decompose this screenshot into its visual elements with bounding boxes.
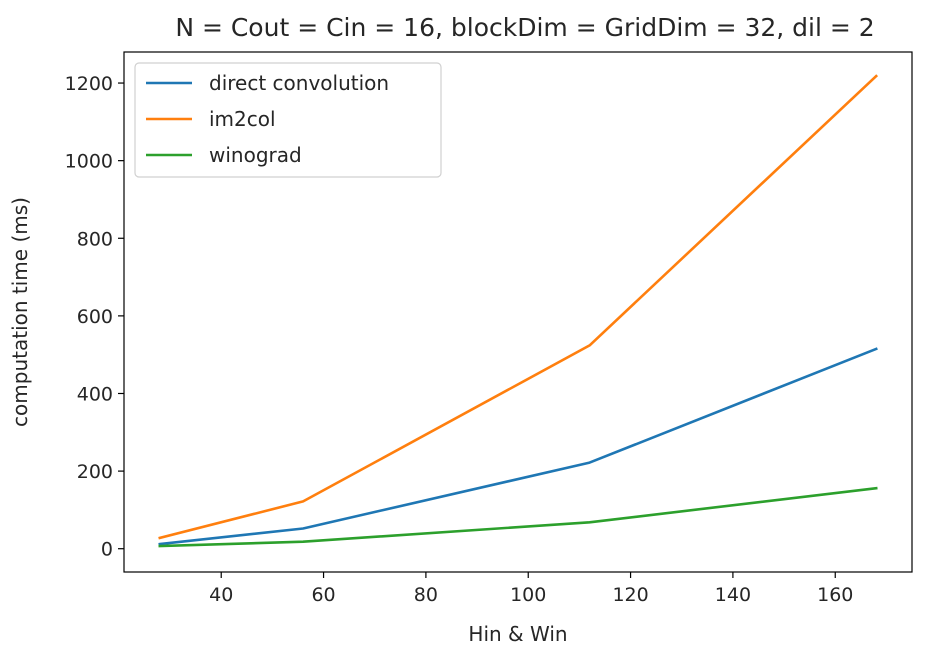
- x-tick-label: 60: [311, 584, 335, 606]
- x-tick-label: 160: [817, 584, 853, 606]
- y-axis-label: computation time (ms): [8, 197, 32, 427]
- y-tick-label: 400: [77, 383, 113, 405]
- y-tick-label: 600: [77, 306, 113, 328]
- legend: direct convolution im2col winograd: [134, 62, 442, 178]
- legend-box: [134, 62, 442, 178]
- y-tick-label: 1200: [65, 73, 113, 95]
- axes-frame: [123, 51, 913, 573]
- y-tick-label: 0: [101, 539, 113, 561]
- y-tick-label: 800: [77, 228, 113, 250]
- plot-area: [158, 74, 879, 548]
- x-tick-label: 120: [612, 584, 648, 606]
- legend-label: winograd: [209, 143, 302, 167]
- legend-label: im2col: [209, 107, 276, 131]
- x-tick-label: 80: [414, 584, 438, 606]
- x-tick-label: 140: [715, 584, 751, 606]
- series-line: [158, 74, 879, 540]
- x-tick-label: 100: [510, 584, 546, 606]
- legend-label: direct convolution: [209, 71, 389, 95]
- series-line: [158, 486, 878, 548]
- y-tick-label: 1000: [65, 151, 113, 173]
- y-tick-label: 200: [77, 461, 113, 483]
- x-axis-label: Hin & Win: [468, 622, 567, 646]
- axis-ticks: 40 60 80 100 120 140 160 0 200 400 600 800 1000 1200: [65, 73, 854, 606]
- chart-title: N = Cout = Cin = 16, blockDim = GridDim …: [175, 13, 874, 42]
- x-tick-label: 40: [209, 584, 233, 606]
- series-line: [158, 347, 878, 546]
